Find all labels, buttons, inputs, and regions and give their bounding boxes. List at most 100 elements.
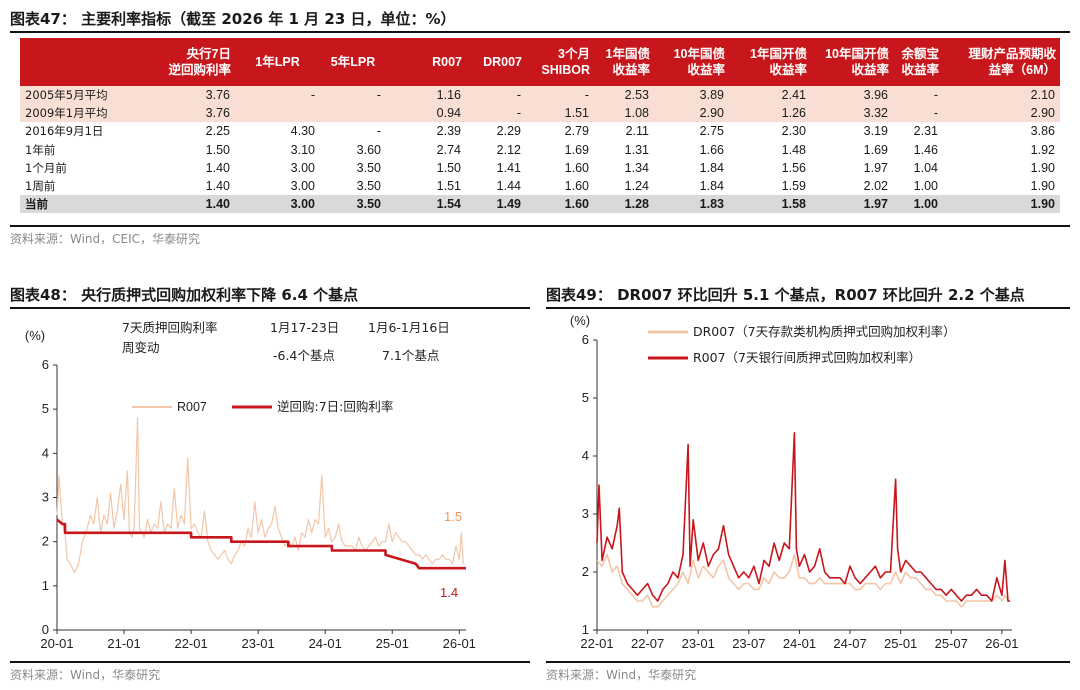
table-cell: 1.69 bbox=[564, 142, 589, 157]
row-label: 1个月前 bbox=[25, 160, 67, 175]
header-blank bbox=[20, 38, 140, 86]
fig47-bottom-rule bbox=[10, 225, 1070, 227]
table-cell: 3.60 bbox=[356, 142, 381, 157]
table-cell: 1.59 bbox=[781, 179, 806, 194]
table-cell: 1.69 bbox=[863, 142, 888, 157]
rates-table: 央行7日 逆回购利率 1年LPR 5年LPR R007 DR007 3个月 SHIBOR 1年国… bbox=[20, 38, 1060, 214]
table-cell: - bbox=[466, 104, 526, 123]
table-cell: 3.89 bbox=[654, 86, 729, 105]
column-header-11: 余额宝 收益率 bbox=[893, 38, 943, 86]
column-header-2: 1年LPR bbox=[235, 38, 320, 86]
fig47-title-rule bbox=[10, 31, 1070, 33]
fig48-bottom-rule bbox=[10, 661, 530, 663]
table-cell: 2.90 bbox=[654, 104, 729, 123]
y-tick-label: 2 bbox=[42, 534, 49, 549]
fig49-chart: 1 2 3 4 5 6 22-01 22-07 23-01 23-07 24-01 24-07 25-0… bbox=[570, 313, 1019, 651]
column-header-line: 收益率 bbox=[687, 63, 725, 77]
x-tick-label: 26-01 bbox=[985, 636, 1018, 651]
table-row: 1年前 1.50 3.10 3.60 2.74 2.12 1.69 1.31 1.66 1.48 1… bbox=[20, 141, 1060, 159]
table-cell: 2.90 bbox=[943, 104, 1060, 123]
annotation-period-1: 1月17-23日 bbox=[270, 320, 339, 335]
table-cell: 1.50 bbox=[436, 160, 461, 175]
table-cell: 1.40 bbox=[140, 195, 235, 214]
column-header-8: 10年国债 收益率 bbox=[654, 38, 729, 86]
y-tick-label: 0 bbox=[42, 622, 49, 637]
series-line-2 bbox=[596, 432, 1010, 602]
table-cell: 1.66 bbox=[699, 142, 724, 157]
column-header-line: R007 bbox=[432, 55, 462, 69]
y-tick-label: 6 bbox=[42, 357, 49, 372]
column-header-line: 1年国债 bbox=[605, 47, 650, 61]
table-cell: 3.96 bbox=[811, 86, 893, 105]
column-header-6: 3个月 SHIBOR bbox=[526, 38, 594, 86]
table-cell: 1.90 bbox=[943, 195, 1060, 214]
x-tick-label: 22-01 bbox=[580, 636, 613, 651]
fig47-source: 资料来源：Wind，CEIC，华泰研究 bbox=[10, 232, 201, 246]
table-cell: 1.84 bbox=[699, 160, 724, 175]
table-row: 1周前 1.40 3.00 3.50 1.51 1.44 1.60 1.24 1.84 1.59 2… bbox=[20, 177, 1060, 195]
row-label: 当前 bbox=[20, 195, 140, 214]
table-cell: 3.50 bbox=[356, 179, 381, 194]
table-cell: 1.92 bbox=[1030, 142, 1055, 157]
table-cell: 1.26 bbox=[729, 104, 811, 123]
table-cell: 2.25 bbox=[205, 124, 230, 139]
table-cell: 2.11 bbox=[625, 124, 649, 139]
table-cell: 1.04 bbox=[913, 160, 938, 175]
column-header-line: 理财产品预期收 bbox=[968, 47, 1056, 61]
row-label: 2009年1月平均 bbox=[20, 104, 140, 123]
series-line-2 bbox=[56, 518, 466, 570]
table-cell: 1.34 bbox=[624, 160, 649, 175]
table-cell: 1.58 bbox=[729, 195, 811, 214]
table-cell: 1.31 bbox=[624, 142, 649, 157]
row-label: 1周前 bbox=[25, 179, 56, 194]
row-label: 2016年9月1日 bbox=[25, 124, 104, 139]
y-tick-label: 1 bbox=[42, 578, 49, 593]
table-cell: 1.83 bbox=[654, 195, 729, 214]
table-cell bbox=[235, 104, 320, 123]
column-header-10: 10年国开债 收益率 bbox=[811, 38, 893, 86]
table-cell: - bbox=[376, 124, 381, 139]
y-tick-label: 5 bbox=[582, 390, 589, 405]
table-cell: 1.84 bbox=[699, 179, 724, 194]
table-cell: 2.31 bbox=[913, 124, 938, 139]
column-header-4: R007 bbox=[386, 38, 466, 86]
row-label: 2005年5月平均 bbox=[20, 86, 140, 105]
table-cell: 1.00 bbox=[913, 179, 938, 194]
table-cell: 4.30 bbox=[290, 124, 315, 139]
column-header-3: 5年LPR bbox=[320, 38, 386, 86]
table-cell: 2.12 bbox=[496, 142, 521, 157]
column-header-9: 1年国开债 收益率 bbox=[729, 38, 811, 86]
column-header-line: 央行7日 bbox=[186, 47, 231, 61]
fig49-title-rule bbox=[546, 307, 1070, 309]
table-cell: 1.08 bbox=[594, 104, 654, 123]
table-cell: 1.90 bbox=[1030, 179, 1055, 194]
table-cell: 1.41 bbox=[496, 160, 521, 175]
table-cell: 2.75 bbox=[699, 124, 724, 139]
table-cell: 1.49 bbox=[466, 195, 526, 214]
x-tick-label: 24-01 bbox=[783, 636, 816, 651]
column-header-line: 逆回购利率 bbox=[168, 63, 231, 77]
table-cell: 1.54 bbox=[386, 195, 466, 214]
table-row: 2005年5月平均 3.76- -1.16- -2.53 3.89 2.41 3.96-2.… bbox=[20, 86, 1060, 105]
table-cell: 3.00 bbox=[290, 160, 315, 175]
series-line-1 bbox=[596, 553, 1010, 608]
x-tick-label: 20-01 bbox=[40, 636, 73, 651]
column-header-line: 益率（6M） bbox=[988, 63, 1056, 77]
table-cell: - bbox=[893, 86, 943, 105]
legend-label-2: 逆回购:7日:回购利率 bbox=[277, 399, 393, 414]
table-cell: 1.00 bbox=[893, 195, 943, 214]
table-cell: 1.44 bbox=[496, 179, 521, 194]
fig49-title: 图表49： DR007 环比回升 5.1 个基点，R007 环比回升 2.2 个… bbox=[546, 286, 1025, 304]
x-tick-label: 24-07 bbox=[833, 636, 866, 651]
table-cell: - bbox=[526, 86, 594, 105]
column-header-line: 1年国开债 bbox=[750, 47, 807, 61]
y-tick-label: 6 bbox=[582, 332, 589, 347]
annotation-header-line2: 周变动 bbox=[122, 340, 160, 355]
table-cell: - bbox=[466, 86, 526, 105]
x-tick-label: 23-07 bbox=[732, 636, 765, 651]
table-cell: 3.76 bbox=[140, 104, 235, 123]
x-tick-label: 25-01 bbox=[376, 636, 409, 651]
y-tick-label: 5 bbox=[42, 401, 49, 416]
table-cell bbox=[320, 104, 386, 123]
table-cell: 3.19 bbox=[863, 124, 888, 139]
